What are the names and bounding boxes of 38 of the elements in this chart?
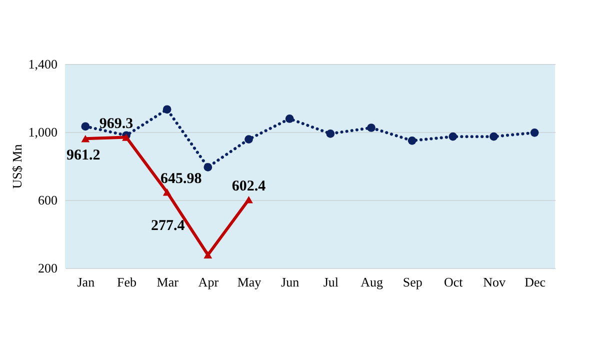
point — [162, 188, 172, 196]
point — [244, 196, 253, 204]
point — [367, 124, 376, 132]
point — [122, 134, 130, 141]
x-tick-label: Oct — [444, 274, 464, 290]
y-tick-label: 1,400 — [28, 56, 58, 72]
y-tick-label: 200 — [38, 260, 58, 276]
x-tick-label: Aug — [360, 274, 384, 290]
point — [244, 135, 253, 144]
data-label: 645.98 — [160, 171, 202, 188]
y-axis-title: US$ Mn — [9, 144, 24, 189]
point — [204, 163, 212, 172]
x-tick-label: Sep — [402, 274, 422, 290]
data-label: 961.2 — [66, 148, 100, 164]
point — [162, 105, 172, 114]
data-label: 969.3 — [99, 116, 134, 132]
point — [530, 128, 539, 137]
x-tick-label: Nov — [483, 274, 506, 290]
x-tick-label: Apr — [198, 274, 220, 290]
point — [408, 136, 416, 145]
x-tick-label: May — [237, 274, 262, 290]
point — [326, 130, 335, 138]
y-tick-label: 1,000 — [28, 124, 58, 140]
x-tick-label: Mar — [156, 274, 180, 290]
point — [490, 132, 498, 141]
point — [448, 132, 458, 141]
point — [81, 134, 90, 142]
point — [285, 114, 294, 123]
x-tick-label: Feb — [117, 274, 136, 290]
x-tick-label: Dec — [524, 274, 546, 290]
point — [81, 122, 90, 131]
data-label: 602.4 — [232, 178, 266, 195]
y-tick-label: 600 — [38, 192, 58, 208]
point — [204, 251, 212, 258]
x-tick-label: Jun — [281, 274, 300, 290]
x-tick-label: Jan — [77, 274, 96, 290]
x-tick-label: Jul — [323, 274, 339, 290]
data-label: 277.4 — [151, 218, 186, 234]
